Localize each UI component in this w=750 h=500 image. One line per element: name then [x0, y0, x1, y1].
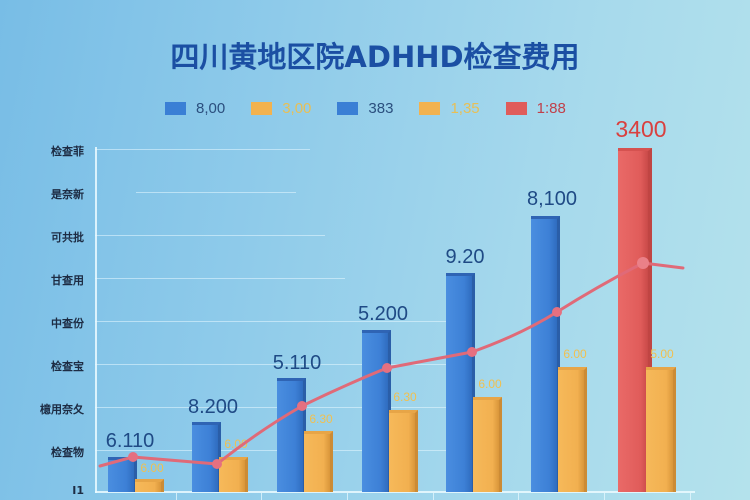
bar-value-label: 6.00	[140, 461, 164, 475]
x-axis-tick	[604, 493, 605, 500]
y-axis-label: 甘查用	[51, 274, 84, 287]
legend-label: 8,00	[196, 99, 226, 117]
legend-item[interactable]: 3,00	[251, 100, 311, 117]
bar-value-label: 6.00	[563, 347, 587, 361]
x-axis-tick	[261, 493, 262, 500]
bar-secondary[interactable]	[558, 367, 587, 492]
bar-primary[interactable]	[277, 378, 306, 492]
bar-value-label: 8,100	[526, 188, 578, 210]
legend-swatch-icon	[251, 101, 273, 115]
y-axis-label: 检查菲	[51, 145, 84, 158]
chart-title: 四川黄地区院ADHHD检查费用	[170, 40, 580, 74]
y-axis-label: 中查份	[51, 317, 84, 330]
x-axis-tick	[518, 493, 519, 500]
legend-label: 1,35	[450, 99, 480, 117]
x-axis-tick	[347, 493, 348, 500]
y-axis-label: I1	[72, 484, 84, 497]
bar-secondary[interactable]	[646, 367, 676, 492]
y-axis-label: 可共批	[51, 231, 84, 244]
bar-secondary[interactable]	[219, 457, 248, 492]
legend-label: 1:88	[536, 99, 566, 117]
legend-label: 383	[368, 99, 394, 117]
grid-line	[136, 192, 296, 193]
bar-value-label: 5.200	[357, 303, 409, 325]
grid-line	[95, 149, 310, 150]
grid-line	[95, 235, 325, 236]
bar-value-label: 6.110	[105, 430, 155, 452]
y-axis-label: 是奈新	[51, 188, 84, 201]
legend-item[interactable]: 1:88	[505, 99, 566, 117]
y-axis-line	[95, 147, 97, 493]
y-axis-label: 检查宝	[51, 360, 84, 373]
bar-value-label: 6.30	[309, 412, 333, 426]
bar-value-label: 5.110	[272, 352, 322, 374]
legend-label: 3,00	[282, 99, 312, 117]
legend-swatch-icon	[337, 101, 359, 115]
bar-value-label-highlight: 3400	[615, 116, 667, 142]
bar-value-label: 9.20	[445, 246, 485, 268]
legend-item[interactable]: 8,00	[165, 100, 225, 117]
bar-value-label: 5.00	[650, 347, 674, 361]
legend-swatch-icon	[505, 101, 527, 115]
x-axis-tick	[433, 493, 434, 500]
bar-secondary[interactable]	[135, 479, 164, 492]
y-axis-label: 檍用奈夂	[40, 403, 84, 416]
bar-value-label: 8.200	[187, 396, 239, 418]
bar-primary[interactable]	[531, 216, 560, 492]
bar-value-label: 6.30	[393, 390, 417, 404]
y-axis-label: 检查物	[51, 446, 84, 459]
legend-swatch-icon	[419, 101, 441, 115]
grid-line	[95, 278, 345, 279]
legend-swatch-icon	[165, 101, 186, 115]
x-axis-tick	[690, 493, 691, 500]
bar-secondary[interactable]	[389, 410, 418, 492]
bar-primary[interactable]	[192, 422, 221, 492]
legend-item[interactable]: 1,35	[419, 99, 480, 117]
bar-primary[interactable]	[362, 330, 391, 492]
chart-legend: 8,00 3,00 383 1,35 1:88	[165, 98, 592, 118]
legend-item[interactable]: 383	[337, 100, 393, 117]
bar-secondary[interactable]	[473, 397, 502, 492]
bar-value-label: 6.00	[224, 437, 248, 451]
bar-value-label: 6.00	[478, 377, 502, 391]
x-axis-line	[95, 491, 695, 493]
bar-secondary[interactable]	[304, 431, 333, 492]
bar-primary[interactable]	[108, 457, 137, 492]
x-axis-tick	[176, 493, 177, 500]
bar-primary[interactable]	[446, 273, 475, 492]
